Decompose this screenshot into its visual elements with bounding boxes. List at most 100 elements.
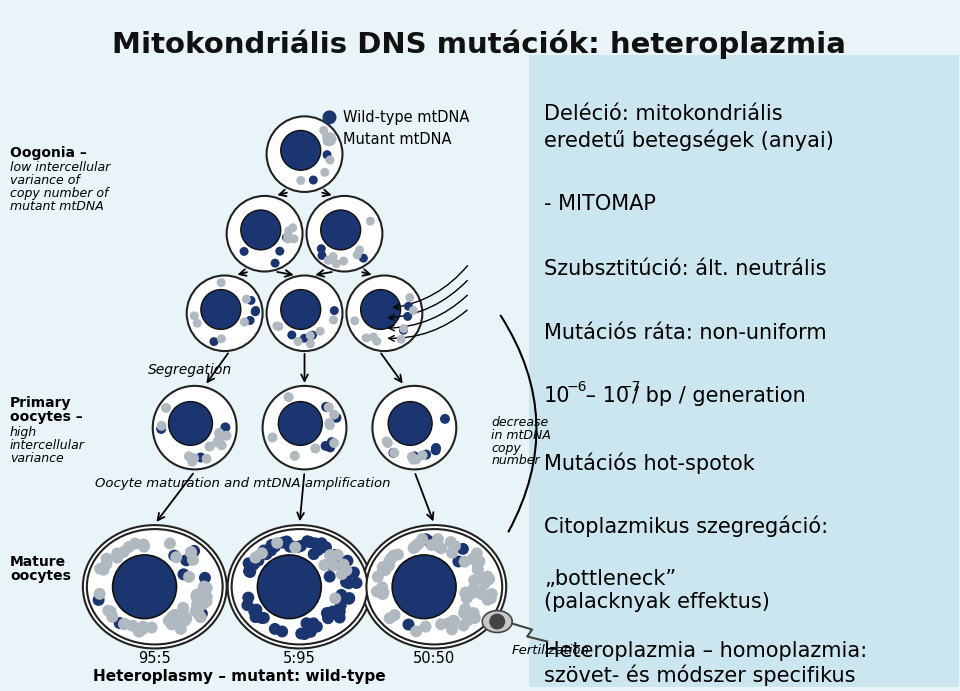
Circle shape xyxy=(193,319,202,328)
Text: 10: 10 xyxy=(544,386,570,406)
Circle shape xyxy=(146,621,157,634)
Circle shape xyxy=(335,557,347,569)
Circle shape xyxy=(311,621,323,633)
Circle shape xyxy=(316,327,324,336)
Circle shape xyxy=(288,223,298,232)
Circle shape xyxy=(482,594,493,605)
Text: Oocyte maturation and mtDNA amplification: Oocyte maturation and mtDNA amplificatio… xyxy=(95,477,391,491)
Circle shape xyxy=(452,556,465,567)
Circle shape xyxy=(404,302,413,311)
Circle shape xyxy=(473,556,486,567)
Circle shape xyxy=(307,617,320,630)
Circle shape xyxy=(191,598,203,611)
Circle shape xyxy=(330,306,339,315)
Circle shape xyxy=(486,588,497,600)
Circle shape xyxy=(418,451,427,460)
Circle shape xyxy=(306,331,315,340)
Circle shape xyxy=(185,547,197,559)
Circle shape xyxy=(169,401,212,445)
Circle shape xyxy=(468,583,479,595)
Circle shape xyxy=(246,316,254,325)
Text: variance of: variance of xyxy=(10,174,80,187)
Circle shape xyxy=(467,609,479,621)
Circle shape xyxy=(168,549,180,562)
Circle shape xyxy=(344,592,355,604)
Circle shape xyxy=(336,568,348,580)
Text: Deléció: mitokondriális: Deléció: mitokondriális xyxy=(544,104,782,124)
Circle shape xyxy=(355,245,364,254)
Circle shape xyxy=(372,571,384,583)
Circle shape xyxy=(329,607,342,618)
Circle shape xyxy=(111,547,123,560)
Circle shape xyxy=(328,252,338,261)
Circle shape xyxy=(405,293,415,302)
Text: mutant mtDNA: mutant mtDNA xyxy=(10,200,104,213)
Circle shape xyxy=(447,615,460,627)
Circle shape xyxy=(290,451,300,461)
Circle shape xyxy=(462,614,474,626)
Circle shape xyxy=(383,556,395,568)
Circle shape xyxy=(301,536,313,547)
Circle shape xyxy=(166,618,178,630)
Circle shape xyxy=(417,533,428,545)
Circle shape xyxy=(377,565,389,576)
Circle shape xyxy=(392,549,404,560)
Circle shape xyxy=(403,312,412,321)
Circle shape xyxy=(376,581,388,593)
Text: Segregation: Segregation xyxy=(148,363,232,377)
Circle shape xyxy=(133,623,145,635)
Circle shape xyxy=(476,588,489,600)
Circle shape xyxy=(478,578,491,589)
Circle shape xyxy=(350,577,363,589)
Circle shape xyxy=(187,457,197,466)
Circle shape xyxy=(189,605,202,617)
Circle shape xyxy=(393,555,456,618)
Circle shape xyxy=(440,414,450,424)
Text: Heteroplazmia – homoplazmia:: Heteroplazmia – homoplazmia: xyxy=(544,641,867,661)
Circle shape xyxy=(335,600,347,612)
Circle shape xyxy=(421,450,431,460)
Circle shape xyxy=(461,609,472,621)
Circle shape xyxy=(300,334,309,343)
Circle shape xyxy=(123,541,134,553)
Circle shape xyxy=(256,547,269,559)
Circle shape xyxy=(275,322,283,331)
Circle shape xyxy=(164,538,176,549)
Text: Szubsztitúció: ált. neutrális: Szubsztitúció: ált. neutrális xyxy=(544,258,827,278)
Circle shape xyxy=(201,596,212,607)
Circle shape xyxy=(101,553,112,565)
Text: 5:95: 5:95 xyxy=(283,652,316,666)
Circle shape xyxy=(310,444,321,453)
Circle shape xyxy=(420,621,432,632)
Circle shape xyxy=(249,605,260,618)
Circle shape xyxy=(243,558,254,569)
Circle shape xyxy=(94,588,106,600)
Circle shape xyxy=(443,617,455,630)
Circle shape xyxy=(331,413,342,423)
Circle shape xyxy=(250,551,261,564)
Circle shape xyxy=(295,540,307,552)
Text: −7: −7 xyxy=(621,380,641,394)
Circle shape xyxy=(423,536,436,547)
Circle shape xyxy=(324,571,336,583)
Circle shape xyxy=(156,421,167,430)
Circle shape xyxy=(119,618,131,630)
Circle shape xyxy=(217,278,226,287)
Circle shape xyxy=(243,565,255,577)
Circle shape xyxy=(156,424,166,434)
Circle shape xyxy=(385,552,397,564)
Circle shape xyxy=(467,609,478,621)
Circle shape xyxy=(461,592,472,604)
Circle shape xyxy=(329,438,339,448)
Circle shape xyxy=(195,612,206,623)
Circle shape xyxy=(105,605,117,618)
Circle shape xyxy=(408,455,419,465)
Circle shape xyxy=(320,126,328,135)
Circle shape xyxy=(267,116,343,192)
Circle shape xyxy=(273,321,281,330)
Circle shape xyxy=(431,446,441,455)
Circle shape xyxy=(263,545,275,557)
Circle shape xyxy=(290,234,299,243)
Circle shape xyxy=(185,546,197,558)
Circle shape xyxy=(324,420,335,430)
